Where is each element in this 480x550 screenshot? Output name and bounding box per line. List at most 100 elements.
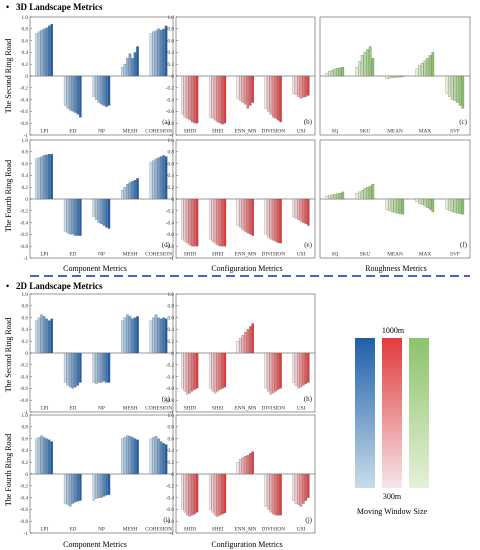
bar-c-svf-1: [448, 75, 451, 97]
bar-g-ed-3: [71, 352, 74, 389]
bar-b-enn_mn-1: [239, 75, 242, 101]
ytick-label-i: -0.8: [20, 519, 29, 525]
bar-e-shdi-6: [195, 198, 199, 247]
bar-i-ed-4: [74, 473, 77, 503]
ytick-label-a: 0.6: [22, 38, 29, 44]
bar-d-ed-5: [76, 198, 80, 236]
bar-h-enn_mn-3: [244, 332, 247, 354]
panels: -1 -0.8 -0.6 -0.4 -0.2 0 0.2 0.4 0.6 0.8 1.0 LPI ED N…: [20, 15, 471, 537]
ytick-label-g: 0.8: [22, 304, 29, 310]
bar-g-ed-4: [74, 352, 77, 388]
bar-g-lpi-6: [50, 318, 53, 354]
bar-i-ed-0: [63, 473, 67, 504]
bar-h-division-2: [269, 352, 272, 395]
ytick-label-d: -0.4: [20, 220, 29, 226]
bar-d-cohesion-1: [152, 160, 155, 200]
bar-a-cohesion-2: [154, 30, 158, 77]
bar-j-shdi-4: [191, 473, 194, 516]
ytick-label-b: -0.2: [166, 86, 175, 92]
panel-label-e: (e): [304, 241, 312, 249]
bar-c-sku-1: [358, 61, 361, 77]
ytick-label-i: -0.4: [20, 495, 29, 501]
xlabel-2d-configuration: Configuration Metrics: [211, 540, 282, 549]
bar-j-division-2: [269, 473, 272, 513]
category-label-f: SKU: [360, 252, 371, 258]
bar-j-shdi-6: [195, 473, 199, 513]
bar-i-ed-2: [69, 473, 72, 507]
bar-i-lpi-2: [40, 435, 43, 475]
bar-i-np-1: [95, 473, 98, 499]
ytick-label-g: -0.8: [20, 398, 29, 404]
category-label-b: USI: [297, 129, 306, 135]
bar-b-usi-3: [299, 75, 303, 99]
bar-g-lpi-3: [42, 316, 46, 354]
ytick-label-j: -1: [170, 531, 175, 537]
category-label-j: USI: [297, 527, 306, 533]
bar-f-mean-1: [388, 198, 391, 211]
bar-f-mean-4: [396, 198, 399, 214]
bar-e-usi-1: [294, 198, 298, 219]
bar-e-usi-2: [297, 198, 300, 220]
bar-j-shdi-0: [181, 473, 184, 510]
category-label-a: LPI: [40, 129, 48, 135]
bar-g-np-1: [95, 352, 98, 384]
bar-h-enn_mn-1: [239, 338, 242, 354]
ytick-label-b: -1: [170, 133, 175, 139]
bar-d-lpi-2: [40, 156, 43, 200]
bar-d-cohesion-5: [162, 155, 165, 200]
bar-h-enn_mn-2: [241, 335, 245, 354]
bar-a-ed-5: [76, 75, 80, 115]
bar-a-ed-3: [71, 75, 74, 112]
bar-d-np-3: [100, 198, 103, 224]
bar-e-shei-0: [208, 198, 212, 240]
ytick-label-g: -1: [24, 410, 29, 416]
bar-g-cohesion-4: [159, 318, 163, 354]
bar-d-ed-2: [69, 198, 72, 235]
bar-h-shei-4: [218, 352, 222, 390]
bar-g-lpi-4: [45, 318, 48, 354]
bar-f-max-6: [431, 198, 435, 213]
xlabel-2d-component: Component Metrics: [63, 540, 127, 549]
bar-a-mesh-1: [123, 64, 127, 77]
row-label-2d-second: The Second Ring Road: [4, 318, 13, 392]
bar-c-sq-3: [333, 68, 337, 77]
ytick-label-g: 1.0: [22, 292, 29, 298]
bar-h-usi-6: [307, 352, 310, 383]
category-label-e: USI: [297, 252, 306, 258]
bar-f-sku-5: [368, 185, 372, 200]
bar-d-ed-6: [79, 198, 82, 236]
ytick-label-g: 0: [25, 351, 28, 357]
ytick-label-g: -0.2: [20, 363, 29, 369]
bar-a-cohesion-4: [159, 29, 163, 77]
category-label-d: MESH: [123, 252, 138, 258]
bar-e-shei-2: [213, 198, 217, 244]
bar-a-mesh-5: [133, 52, 137, 77]
ytick-label-g: -0.4: [20, 374, 29, 380]
ytick-label-b: 0.2: [168, 62, 175, 68]
ytick-label-b: 0: [171, 74, 174, 80]
ytick-label-b: 0.8: [168, 27, 175, 33]
bar-c-max-3: [423, 60, 427, 77]
bar-g-cohesion-3: [157, 317, 160, 354]
bar-g-lpi-1: [37, 317, 41, 354]
ytick-label-g: 0.4: [22, 327, 29, 333]
bar-f-max-4: [426, 198, 429, 208]
bar-d-np-4: [102, 198, 106, 226]
bar-a-ed-2: [69, 75, 72, 111]
bar-i-np-2: [97, 473, 101, 498]
bar-b-division-2: [269, 75, 272, 115]
category-label-j: DIVISION: [262, 527, 286, 533]
ytick-label-d: 0.4: [22, 173, 29, 179]
category-label-b: SHDI: [184, 129, 197, 135]
bar-a-lpi-5: [47, 25, 51, 77]
bar-c-mean-2: [390, 75, 394, 78]
bar-b-shdi-0: [181, 75, 184, 115]
bar-g-ed-5: [76, 352, 80, 386]
section-1-title: 3D Landscape Metrics: [16, 2, 103, 12]
bar-a-lpi-4: [45, 27, 48, 77]
category-label-c: MEAN: [387, 129, 403, 135]
bar-a-ed-0: [63, 75, 67, 106]
bar-i-mesh-4: [131, 437, 134, 475]
bar-j-shdi-3: [188, 473, 191, 517]
legend-top-label: 1000m: [382, 326, 405, 335]
